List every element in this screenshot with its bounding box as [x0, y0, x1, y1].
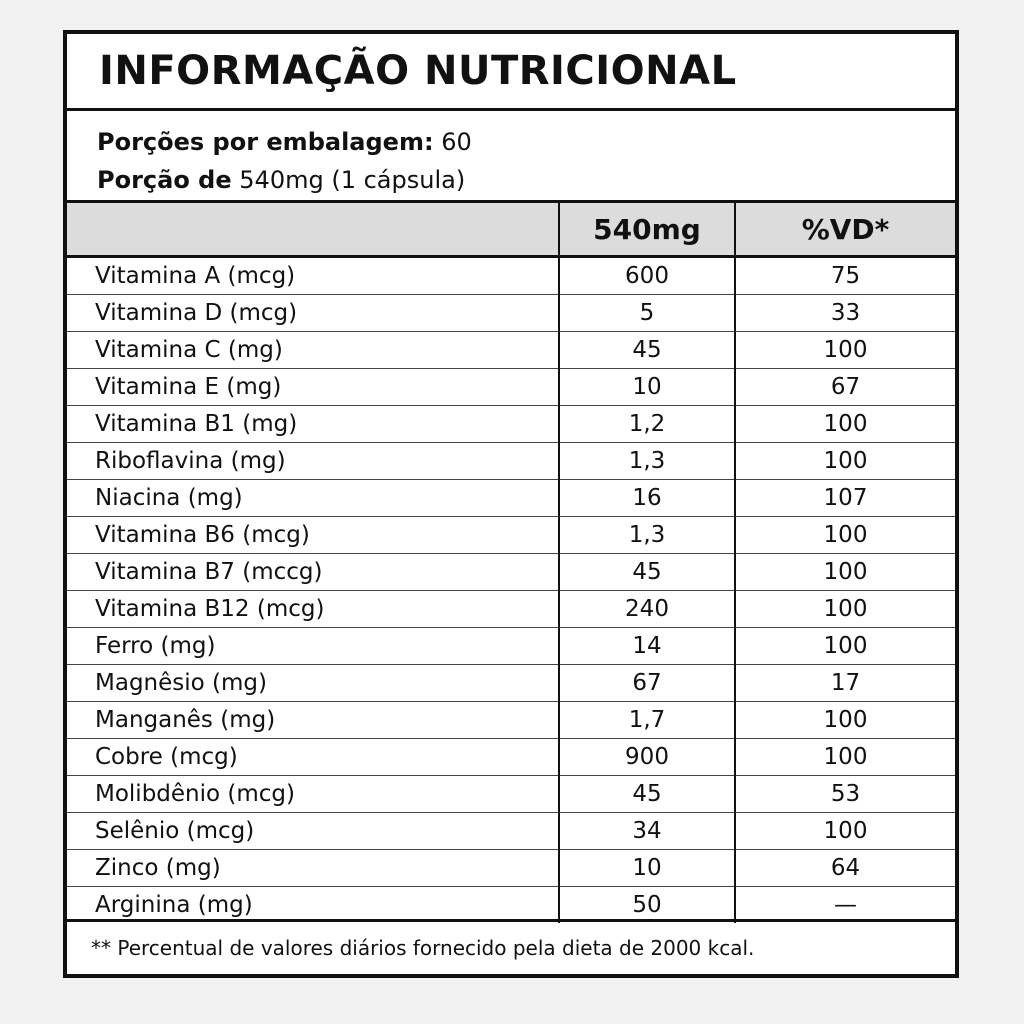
nutrient-row: Zinco (mg) 10 64 — [67, 849, 955, 887]
daily-value: 100 — [734, 627, 955, 665]
daily-value: 100 — [734, 738, 955, 776]
nutrient-row: Selênio (mcg) 34 100 — [67, 812, 955, 850]
amount: 10 — [558, 849, 735, 887]
daily-value: 33 — [734, 294, 955, 332]
daily-value: 100 — [734, 590, 955, 628]
amount: 1,7 — [558, 701, 735, 739]
amount: 5 — [558, 294, 735, 332]
nutrient-name: Vitamina D (mcg) — [67, 294, 559, 332]
amount: 16 — [558, 479, 735, 517]
nutrient-row: Magnêsio (mg) 67 17 — [67, 664, 955, 702]
table-body: Vitamina A (mcg) 600 75 Vitamina D (mcg) 5 33… — [67, 256, 955, 923]
amount: 45 — [558, 553, 735, 591]
servings-value: 60 — [441, 128, 472, 156]
daily-value: 100 — [734, 331, 955, 369]
nutrient-name: Zinco (mg) — [67, 849, 559, 887]
daily-value: 100 — [734, 516, 955, 554]
amount: 240 — [558, 590, 735, 628]
nutrient-row: Niacina (mg) 16 107 — [67, 479, 955, 517]
amount: 900 — [558, 738, 735, 776]
header-cell — [67, 203, 559, 258]
daily-value: 100 — [734, 405, 955, 443]
amount: 1,3 — [558, 516, 735, 554]
daily-value: 53 — [734, 775, 955, 813]
nutrient-name: Magnêsio (mg) — [67, 664, 559, 702]
serving-info: Porções por embalagem: 60 Porção de 540m… — [67, 111, 955, 203]
amount: 45 — [558, 331, 735, 369]
nutrient-row: Vitamina B1 (mg) 1,2 100 — [67, 405, 955, 443]
nutrient-name: Cobre (mcg) — [67, 738, 559, 776]
header-cell: 540mg — [558, 203, 735, 258]
portion-value: 540mg (1 cápsula) — [239, 166, 466, 194]
daily-value: 100 — [734, 553, 955, 591]
nutrient-table: 540mg %VD* Vitamina A (mcg) 600 75 Vitamina… — [67, 203, 955, 923]
nutrient-name: Ferro (mg) — [67, 627, 559, 665]
nutrient-row: Manganês (mg) 1,7 100 — [67, 701, 955, 739]
nutrient-name: Vitamina B12 (mcg) — [67, 590, 559, 628]
daily-value: 100 — [734, 812, 955, 850]
daily-value: 64 — [734, 849, 955, 887]
nutrient-row: Molibdênio (mcg) 45 53 — [67, 775, 955, 813]
nutrient-name: Vitamina B6 (mcg) — [67, 516, 559, 554]
nutrient-row: Vitamina B12 (mcg) 240 100 — [67, 590, 955, 628]
nutrient-name: Vitamina A (mcg) — [67, 256, 559, 295]
nutrient-row: Arginina (mg) 50— — [67, 886, 955, 923]
header-cell: %VD* — [734, 203, 955, 258]
amount: 34 — [558, 812, 735, 850]
nutrient-row: Vitamina B6 (mcg) 1,3 100 — [67, 516, 955, 554]
daily-value: 100 — [734, 442, 955, 480]
nutrient-name: Manganês (mg) — [67, 701, 559, 739]
daily-value: 100 — [734, 701, 955, 739]
nutrient-name: Arginina (mg) — [95, 892, 253, 918]
amount: 50 — [558, 886, 735, 923]
daily-value: 75 — [734, 256, 955, 295]
nutrient-row: Vitamina A (mcg) 600 75 — [67, 256, 955, 295]
amount: 600 — [558, 256, 735, 295]
amount: 67 — [558, 664, 735, 702]
nutrient-name: Vitamina C (mg) — [67, 331, 559, 369]
portion-label: Porção de — [97, 166, 232, 194]
header-row: 540mg %VD* — [67, 203, 955, 258]
nutrition-label: INFORMAÇÃO NUTRICIONAL Porções por embal… — [63, 30, 959, 978]
nutrient-row: Riboflavina (mg) 1,3 100 — [67, 442, 955, 480]
nutrient-name: Riboflavina (mg) — [67, 442, 559, 480]
amount: 1,3 — [558, 442, 735, 480]
footnote: ** Percentual de valores diários forneci… — [67, 919, 955, 974]
nutrient-name: Vitamina B1 (mg) — [67, 405, 559, 443]
nutrient-row: Vitamina E (mg) 10 67 — [67, 368, 955, 406]
nutrient-name: Molibdênio (mcg) — [67, 775, 559, 813]
nutrient-row: Vitamina B7 (mccg) 45 100 — [67, 553, 955, 591]
amount: 45 — [558, 775, 735, 813]
nutrient-name: Selênio (mcg) — [67, 812, 559, 850]
portion-line: Porção de 540mg (1 cápsula) — [97, 161, 955, 199]
daily-value: 17 — [734, 664, 955, 702]
amount: 10 — [558, 368, 735, 406]
amount: 1,2 — [558, 405, 735, 443]
nutrient-row: Vitamina C (mg) 45 100 — [67, 331, 955, 369]
amount: 14 — [558, 627, 735, 665]
servings-label: Porções por embalagem: — [97, 128, 434, 156]
nutrient-row: Vitamina D (mcg) 5 33 — [67, 294, 955, 332]
nutrient-name: Niacina (mg) — [67, 479, 559, 517]
nutrient-row: Cobre (mcg) 900 100 — [67, 738, 955, 776]
nutrient-name: Vitamina E (mg) — [67, 368, 559, 406]
title: INFORMAÇÃO NUTRICIONAL — [67, 34, 955, 111]
servings-line: Porções por embalagem: 60 — [97, 123, 955, 161]
daily-value: 67 — [734, 368, 955, 406]
nutrient-name: Vitamina B7 (mccg) — [67, 553, 559, 591]
daily-value: 107 — [734, 479, 955, 517]
daily-value: — — [734, 886, 955, 923]
nutrient-row: Ferro (mg) 14 100 — [67, 627, 955, 665]
